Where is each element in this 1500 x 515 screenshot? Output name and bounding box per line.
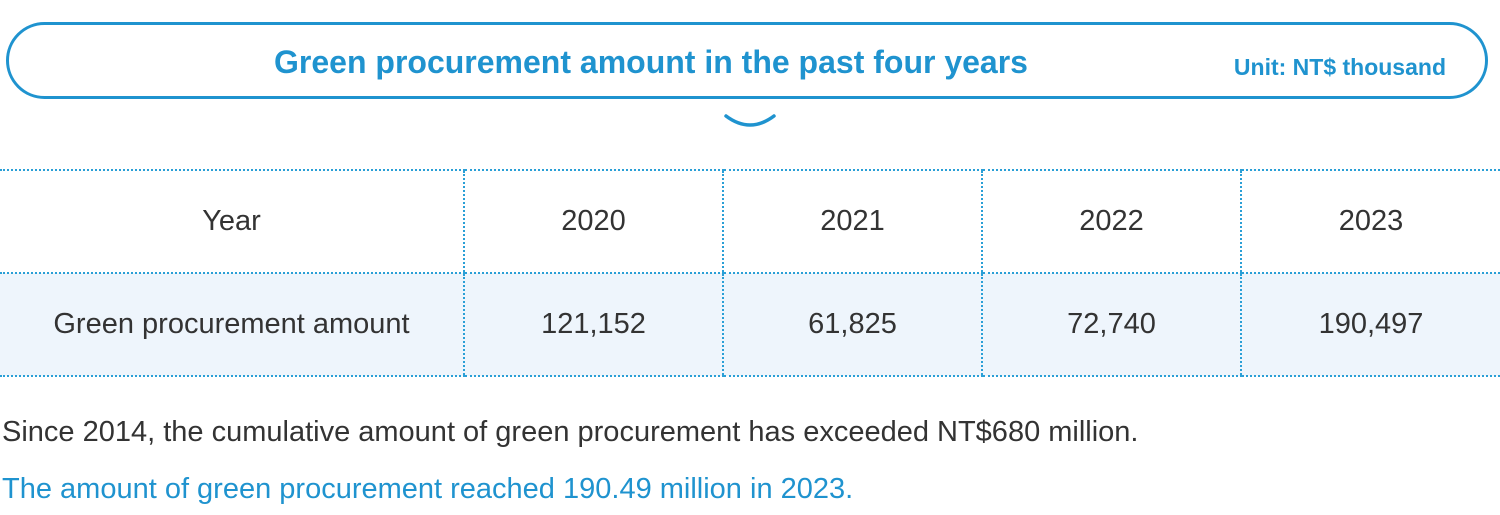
amount-cell: 190,497 xyxy=(1240,272,1500,377)
amount-cell: 72,740 xyxy=(981,272,1241,377)
year-cell: 2022 xyxy=(981,169,1241,274)
chevron-down-icon xyxy=(724,114,776,127)
row-header-year: Year xyxy=(0,169,464,274)
table-row: Green procurement amount 121,152 61,825 … xyxy=(0,272,1500,377)
amount-cell: 61,825 xyxy=(722,272,982,377)
table-header-row: Year 2020 2021 2022 2023 xyxy=(0,169,1500,274)
row-header-amount: Green procurement amount xyxy=(0,272,464,377)
year-cell: 2023 xyxy=(1240,169,1500,274)
cumulative-note: Since 2014, the cumulative amount of gre… xyxy=(2,416,1139,448)
unit-label: Unit: NT$ thousand xyxy=(1233,54,1446,80)
chart-title: Green procurement amount in the past fou… xyxy=(274,44,1028,80)
highlight-note: The amount of green procurement reached … xyxy=(2,473,854,505)
procurement-table: Year 2020 2021 2022 2023 Green procureme… xyxy=(0,169,1500,377)
year-cell: 2021 xyxy=(722,169,982,274)
year-cell: 2020 xyxy=(463,169,723,274)
title-banner xyxy=(6,22,1488,99)
amount-cell: 121,152 xyxy=(463,272,723,377)
